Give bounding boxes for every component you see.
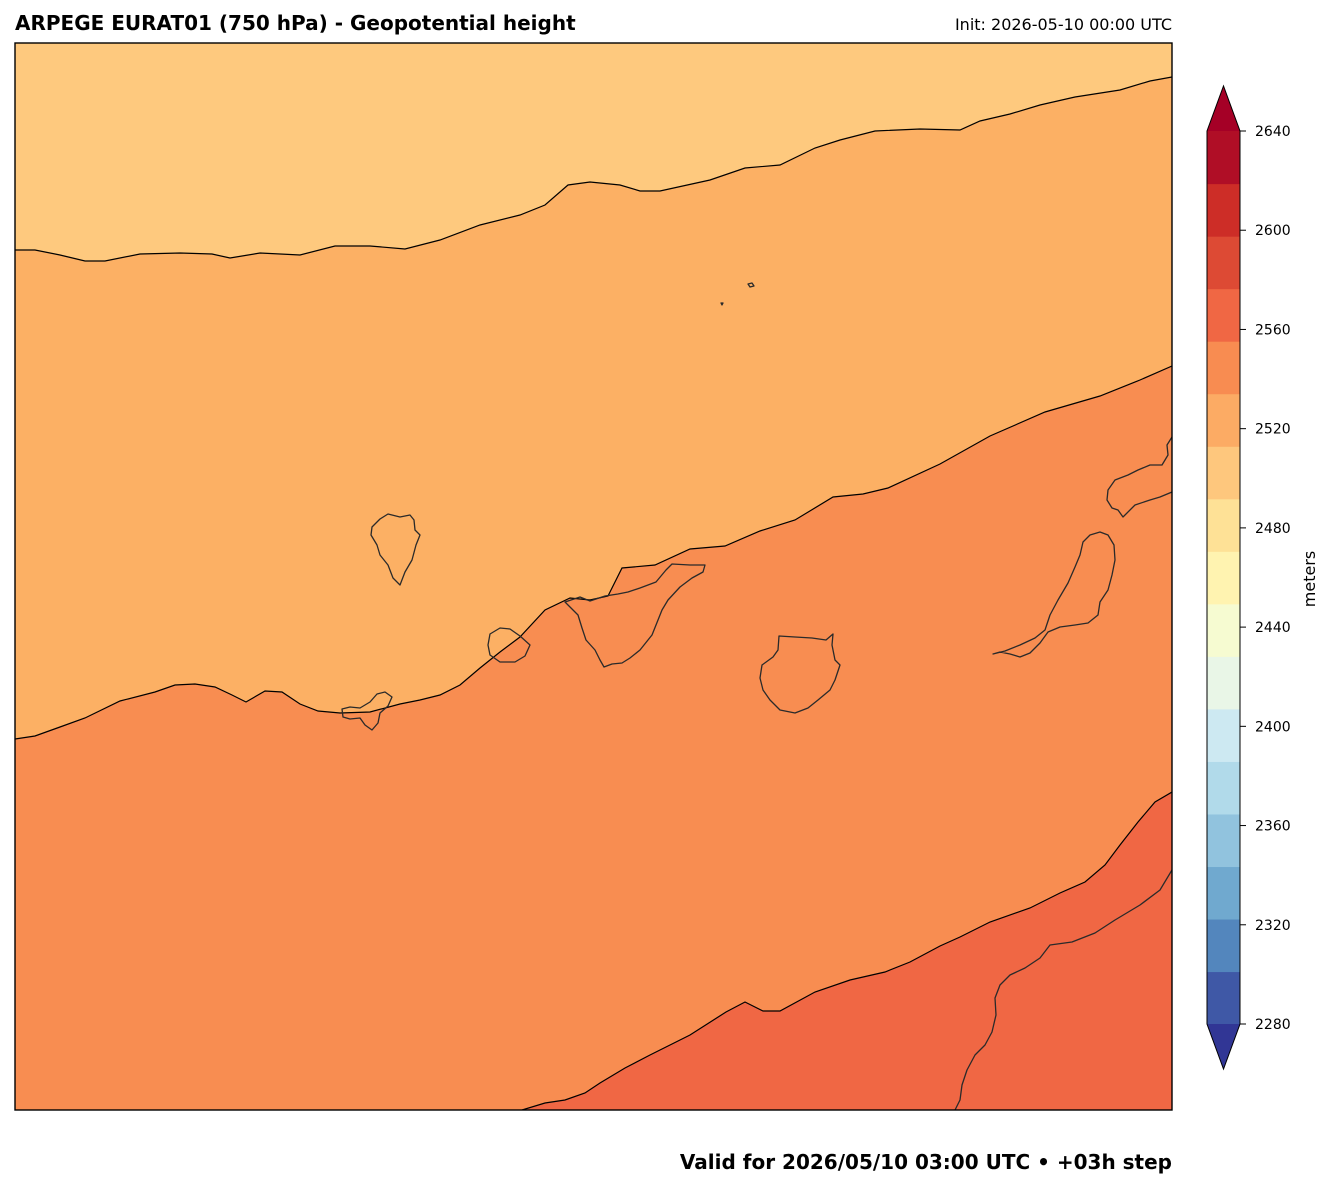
islet-2 [720,302,724,306]
colorbar-segment [1207,183,1240,237]
colorbar-segment [1207,446,1240,500]
contour-lines [15,76,1172,1110]
colorbar-tick-label: 2560 [1255,322,1291,338]
colorbar-tick-label: 2640 [1255,124,1291,140]
colorbar-segment [1207,866,1240,920]
map-frame [14,42,1173,1111]
island-tenerife [564,563,706,668]
colorbar-tick-label: 2400 [1255,719,1291,735]
colorbar-segment [1207,761,1240,815]
islet-1 [747,282,755,288]
map-title: ARPEGE EURAT01 (750 hPa) - Geopotential … [15,11,576,35]
colorbar-tick-label: 2600 [1255,223,1291,239]
colorbar-extend-max [1207,86,1240,131]
colorbar-tick-label: 2440 [1255,620,1291,636]
island-la-gomera [487,627,531,663]
colorbar-tick-label: 2480 [1255,521,1291,537]
colorbar-segment [1207,236,1240,290]
colorbar-segment [1207,551,1240,605]
contour-2520 [15,76,1172,262]
colorbar-segment [1207,918,1240,973]
colorbar-segment [1207,603,1240,657]
colorbar-extend-min [1207,1024,1240,1069]
colorbar-segment [1207,131,1240,185]
contour-2540 [15,365,1172,740]
colorbar-tick-label: 2320 [1255,918,1291,934]
colorbar-segment [1207,656,1240,710]
colorbar-tick-label: 2360 [1255,819,1291,835]
colorbar-label: meters [1300,551,1319,607]
colorbar: 2280 2320 2360 2400 2440 2480 2520 2560 2600 2640 [1206,84,1291,1071]
colorbar-segment [1207,393,1240,447]
colorbar-tick-label: 2520 [1255,422,1291,438]
coastlines [341,282,1172,1110]
colorbar-segment [1207,971,1240,1025]
african-coast [954,869,1172,1110]
colorbar-segment [1207,288,1240,342]
map-panel [15,43,1172,1110]
island-gran-canaria [759,633,841,714]
init-time: Init: 2026-05-10 00:00 UTC [954,15,1172,34]
valid-time: Valid for 2026/05/10 03:00 UTC • +03h st… [679,1150,1172,1174]
contour-2560 [521,791,1172,1110]
colorbar-tick-label: 2280 [1255,1017,1291,1033]
colorbar-segment [1207,498,1240,552]
island-fuerteventura [992,531,1116,658]
colorbar-segment [1207,813,1240,868]
island-la-palma [370,513,421,586]
band-2560-2580 [522,792,1172,1110]
colorbar-segment [1207,341,1240,395]
island-lanzarote [1106,436,1172,518]
island-el-hierro [341,691,393,731]
colorbar-segment [1207,708,1240,762]
band-2540-2560 [15,366,1172,1110]
